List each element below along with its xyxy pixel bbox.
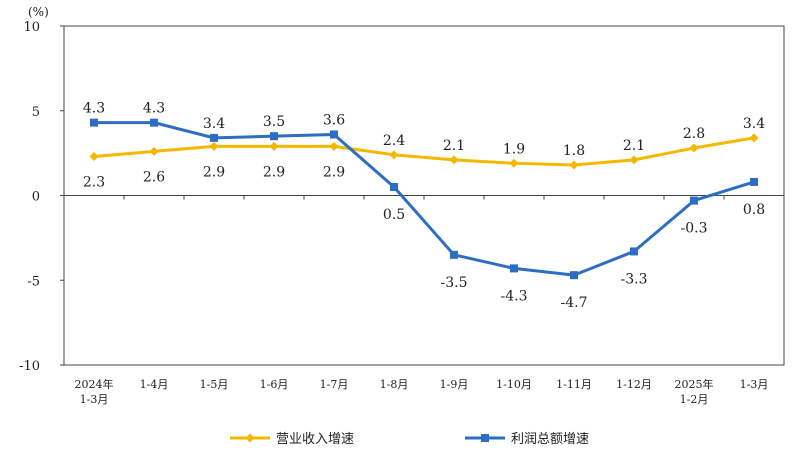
data-label: 3.4 bbox=[203, 116, 225, 132]
data-point bbox=[89, 152, 99, 162]
data-point bbox=[630, 247, 638, 256]
data-point bbox=[629, 155, 639, 165]
x-tick-label: 2024年 bbox=[75, 377, 114, 391]
data-point bbox=[749, 133, 759, 143]
data-label: 2.6 bbox=[143, 169, 165, 185]
x-tick-label: 1-5月 bbox=[200, 378, 229, 391]
x-tick-label: 2025年 bbox=[675, 377, 714, 391]
y-tick-label: 5 bbox=[32, 105, 40, 120]
x-tick-label: 1-12月 bbox=[616, 378, 652, 391]
data-point bbox=[509, 158, 519, 168]
chart-legend: 营业收入增速 利润总额增速 bbox=[230, 432, 589, 447]
y-tick-label: -5 bbox=[27, 274, 40, 289]
data-point bbox=[450, 250, 458, 259]
data-labels-layer: 2.3 2.6 2.9 2.9 2.9 2.4 2.1 1.9 1.8 2.1 2.8 3.4 4.3 4… bbox=[83, 101, 765, 312]
data-point bbox=[209, 141, 219, 151]
data-label: 0.5 bbox=[383, 207, 405, 223]
data-label: 1.8 bbox=[563, 143, 585, 159]
x-tick-label: 1-9月 bbox=[440, 378, 469, 391]
legend-marker bbox=[481, 434, 489, 442]
data-point bbox=[569, 160, 579, 170]
data-label: 2.8 bbox=[683, 126, 705, 142]
y-tick-label: -10 bbox=[19, 359, 40, 374]
x-tick-label: 1-3月 bbox=[740, 378, 769, 391]
x-tick-label: 1-4月 bbox=[140, 378, 169, 391]
data-label: 3.4 bbox=[743, 116, 765, 132]
data-point bbox=[510, 264, 518, 273]
x-tick-label: 1-8月 bbox=[380, 378, 409, 391]
data-point bbox=[270, 132, 278, 141]
data-point bbox=[689, 143, 699, 153]
legend-label: 利润总额增速 bbox=[511, 432, 589, 447]
data-point bbox=[329, 141, 339, 151]
x-tick-label: 1-11月 bbox=[556, 378, 592, 391]
data-point bbox=[90, 118, 98, 127]
data-point bbox=[150, 118, 158, 127]
data-point bbox=[390, 183, 398, 192]
data-label: -4.7 bbox=[561, 295, 588, 311]
data-label: 3.6 bbox=[323, 112, 345, 128]
x-tick-label: 1-6月 bbox=[260, 378, 289, 391]
x-tick-label: 1-10月 bbox=[496, 378, 532, 391]
chart-axes: -10 -5 0 5 10 2024年 1-3月 1-4月 1-5月 1-6月 1-7月 1-8月 1-… bbox=[19, 20, 785, 406]
x-tick-label: 1-7月 bbox=[320, 378, 349, 391]
y-tick-label: 0 bbox=[32, 190, 40, 205]
data-label: 0.8 bbox=[743, 202, 765, 218]
data-point bbox=[690, 196, 698, 205]
data-point bbox=[269, 141, 279, 151]
data-label: 1.9 bbox=[503, 141, 525, 157]
data-label: 2.9 bbox=[263, 164, 285, 180]
data-label: -3.3 bbox=[621, 271, 648, 287]
data-label: 2.3 bbox=[83, 175, 105, 191]
legend-label: 营业收入增速 bbox=[276, 432, 354, 447]
data-label: 4.3 bbox=[143, 101, 165, 117]
data-point bbox=[389, 150, 399, 160]
data-point bbox=[210, 133, 218, 142]
data-point bbox=[149, 146, 159, 156]
data-point bbox=[330, 130, 338, 139]
data-label: 2.1 bbox=[443, 138, 465, 154]
series-line bbox=[94, 121, 755, 277]
data-point bbox=[750, 177, 758, 186]
data-label: 2.1 bbox=[623, 138, 645, 154]
x-tick-label: 1-2月 bbox=[680, 393, 709, 406]
y-unit-label: (%) bbox=[28, 5, 49, 19]
data-label: -4.3 bbox=[501, 288, 528, 304]
data-point bbox=[449, 155, 459, 165]
data-point bbox=[570, 271, 578, 280]
data-label: 2.9 bbox=[203, 164, 225, 180]
data-label: -3.5 bbox=[441, 275, 468, 291]
data-label: -0.3 bbox=[681, 221, 708, 237]
y-tick-label: 10 bbox=[23, 20, 40, 35]
series-layer bbox=[89, 118, 759, 280]
data-label: 4.3 bbox=[83, 101, 105, 117]
series-line bbox=[93, 136, 755, 167]
data-label: 2.4 bbox=[383, 133, 405, 149]
x-tick-label: 1-3月 bbox=[80, 393, 109, 406]
legend-marker bbox=[245, 433, 255, 443]
data-label: 3.5 bbox=[263, 114, 285, 130]
data-label: 2.9 bbox=[323, 164, 345, 180]
